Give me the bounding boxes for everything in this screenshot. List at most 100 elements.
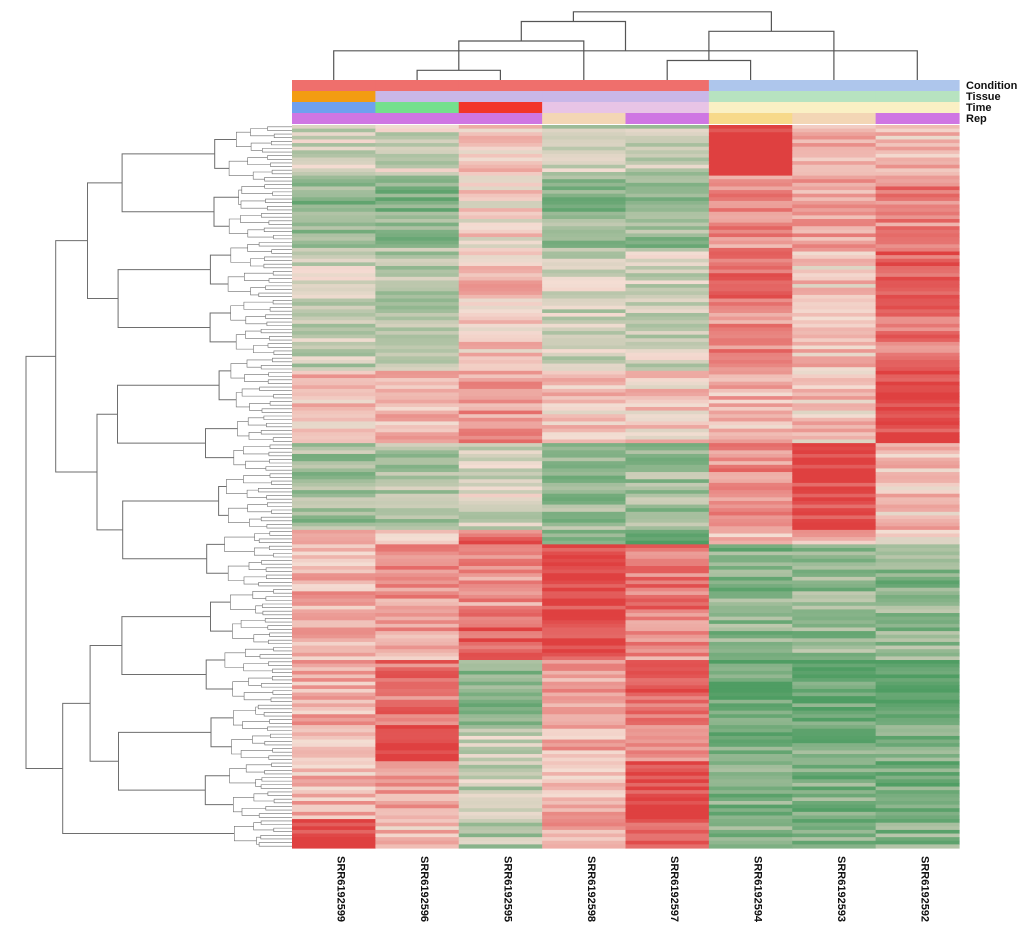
heatmap-cell [708,262,793,267]
heatmap-cell [458,663,543,668]
row-dendrogram-branch [273,350,292,355]
heatmap-cell [792,772,877,777]
heatmap-cell [458,688,543,694]
heatmap-cell [875,613,960,618]
heatmap-cell [375,291,460,296]
heatmap-cell [708,265,793,271]
heatmap-cell [375,385,460,390]
heatmap-cell [542,414,627,419]
heatmap-cell [792,826,877,831]
heatmap-cell [875,450,960,455]
heatmap-cell [625,801,710,806]
heatmap-cell [792,670,877,676]
heatmap-cell [792,819,877,824]
heatmap-cell [875,822,960,827]
heatmap-cell [792,305,877,310]
row-dendrogram-branch [271,249,292,254]
heatmap-cell [708,479,793,484]
heatmap-cell [458,363,543,368]
row-dendrogram-branch [267,126,292,131]
heatmap-cell [625,504,710,509]
heatmap-cell [292,168,376,173]
heatmap-cell [292,464,376,470]
heatmap-cell [625,580,710,585]
row-dendrogram-branch [245,330,270,339]
heatmap-cell [375,555,460,560]
heatmap-cell [625,761,710,766]
annotation-cell [708,91,793,102]
heatmap-cell [792,414,877,419]
heatmap-cell [292,746,376,751]
heatmap-cell [625,143,710,148]
heatmap-cell [792,544,877,549]
heatmap-cell [292,428,376,433]
heatmap-cell [708,594,793,600]
heatmap-cell [458,284,543,289]
heatmap-cell [708,786,793,791]
heatmap-cell [292,685,376,690]
heatmap-cell [458,551,543,556]
column-dendrogram-branch [572,11,772,32]
heatmap-cell [458,125,543,130]
row-dendrogram-branch [267,343,292,348]
heatmap-cell [458,739,543,744]
annotation-cell [542,80,627,91]
heatmap-cell [292,247,376,253]
heatmap-cell [458,826,543,831]
heatmap-cell [625,681,710,686]
heatmap-cell [708,526,793,531]
heatmap-cell [792,461,877,466]
row-dendrogram-branch [272,437,292,442]
heatmap-cell [542,453,627,459]
heatmap-cell [625,338,710,343]
heatmap-cell [292,417,376,423]
heatmap-cell [708,153,793,159]
heatmap-cell [375,519,460,524]
heatmap-cell [292,381,376,386]
heatmap-cell [375,399,460,404]
heatmap-cell [625,620,710,625]
heatmap-cell [792,569,877,574]
heatmap-cell [375,732,460,737]
heatmap-cell [708,555,793,560]
heatmap-cell [792,508,877,513]
heatmap-cell [542,479,627,484]
heatmap-cell [292,533,376,538]
heatmap-cell [625,703,710,708]
row-dendrogram-branch [267,155,292,160]
heatmap-cell [458,616,543,621]
heatmap-cell [708,334,793,339]
row-dendrogram-branch [248,562,267,570]
heatmap-cell [625,764,710,770]
heatmap-cell [875,153,960,159]
heatmap-cell [792,356,877,361]
heatmap-cell [542,323,627,329]
heatmap-cell [792,667,877,672]
heatmap-cell [625,735,710,741]
row-dendrogram-branch [253,634,270,643]
heatmap-cell [458,576,543,582]
heatmap-cell [542,316,627,321]
row-dendrogram-branch [247,244,272,252]
heatmap-cell [375,356,460,361]
heatmap-cell [708,305,793,310]
heatmap-cell [625,186,710,191]
heatmap-cell [792,678,877,683]
heatmap-cell [875,699,960,704]
heatmap-cell [625,273,710,278]
annotation-track-label: Rep [966,113,987,125]
heatmap-cell [625,425,710,430]
row-dendrogram-branch [250,142,272,151]
heatmap-cell [542,164,627,169]
heatmap-cell [792,833,877,838]
heatmap-cell [792,605,877,611]
heatmap-cell [375,367,460,372]
row-dendrogram [25,126,292,847]
heatmap-cell [708,359,793,365]
heatmap-cell [458,696,543,701]
heatmap-cell [375,410,460,415]
heatmap-cell [458,529,543,535]
row-dendrogram-branch [247,229,274,238]
heatmap-cell [542,150,627,155]
